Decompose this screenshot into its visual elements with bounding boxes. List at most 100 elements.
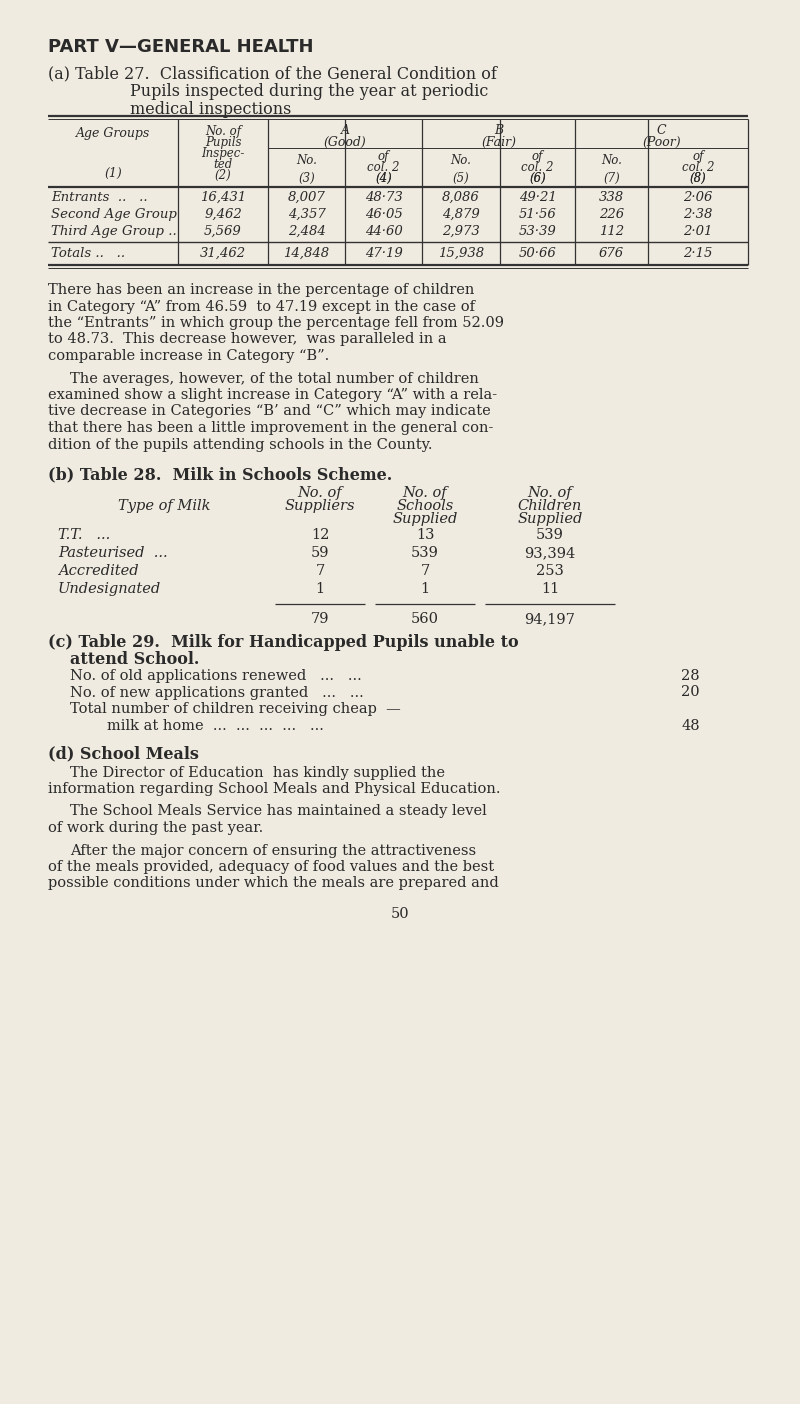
Text: The School Meals Service has maintained a steady level: The School Meals Service has maintained … [70,804,486,819]
Text: (4): (4) [375,173,392,185]
Text: 1: 1 [421,583,430,597]
Text: 48: 48 [682,719,700,733]
Text: Children: Children [518,498,582,512]
Text: Supplied: Supplied [392,512,458,526]
Text: (8): (8) [690,173,706,185]
Text: No. of: No. of [528,486,572,500]
Text: of: of [532,150,543,163]
Text: 2·01: 2·01 [683,225,713,239]
Text: (6): (6) [529,173,546,185]
Text: 31,462: 31,462 [200,247,246,260]
Text: Suppliers: Suppliers [285,498,355,512]
Text: of: of [692,150,704,163]
Text: 338: 338 [599,191,624,204]
Text: 59: 59 [310,546,330,560]
Text: (8): (8) [690,173,706,185]
Text: 1: 1 [315,583,325,597]
Text: examined show a slight increase in Category “A” with a rela-: examined show a slight increase in Categ… [48,388,497,402]
Text: (2): (2) [214,168,231,183]
Text: 48·73: 48·73 [365,191,402,204]
Text: 50·66: 50·66 [518,247,556,260]
Text: 539: 539 [536,528,564,542]
Text: There has been an increase in the percentage of children: There has been an increase in the percen… [48,284,474,298]
Text: information regarding School Meals and Physical Education.: information regarding School Meals and P… [48,782,501,796]
Text: Undesignated: Undesignated [58,583,162,597]
Text: that there has been a little improvement in the general con-: that there has been a little improvement… [48,421,494,435]
Text: B: B [494,124,503,138]
Text: 226: 226 [599,208,624,220]
Text: 11: 11 [541,583,559,597]
Text: 4,357: 4,357 [288,208,326,220]
Text: 13: 13 [416,528,434,542]
Text: Supplied: Supplied [518,512,582,526]
Text: (d) School Meals: (d) School Meals [48,746,199,762]
Text: 2,484: 2,484 [288,225,326,239]
Text: Pupils: Pupils [205,136,242,149]
Text: tive decrease in Categories “B’ and “C” which may indicate: tive decrease in Categories “B’ and “C” … [48,404,490,418]
Text: Entrants  ..   ..: Entrants .. .. [51,191,148,204]
Text: Pasteurised  ...: Pasteurised ... [58,546,168,560]
Text: 5,569: 5,569 [204,225,242,239]
Text: (6): (6) [529,173,546,185]
Text: Inspec-: Inspec- [202,147,245,160]
Text: ted: ted [214,159,233,171]
Text: PART V—GENERAL HEALTH: PART V—GENERAL HEALTH [48,38,314,56]
Text: of: of [378,150,390,163]
Text: 28: 28 [682,668,700,682]
Text: (7): (7) [603,173,620,185]
Text: The Director of Education  has kindly supplied the: The Director of Education has kindly sup… [70,765,445,779]
Text: 93,394: 93,394 [524,546,576,560]
Text: col. 2: col. 2 [522,161,554,174]
Text: of work during the past year.: of work during the past year. [48,821,263,835]
Text: 7: 7 [315,564,325,578]
Text: 50: 50 [390,907,410,921]
Text: Age Groups: Age Groups [76,126,150,140]
Text: possible conditions under which the meals are prepared and: possible conditions under which the meal… [48,876,498,890]
Text: Accredited: Accredited [58,564,138,578]
Text: comparable increase in Category “B”.: comparable increase in Category “B”. [48,350,330,364]
Text: Total number of children receiving cheap  —: Total number of children receiving cheap… [70,702,401,716]
Text: to 48.73.  This decrease however,  was paralleled in a: to 48.73. This decrease however, was par… [48,333,446,347]
Text: 539: 539 [411,546,439,560]
Text: 15,938: 15,938 [438,247,484,260]
Text: No. of old applications renewed   ...   ...: No. of old applications renewed ... ... [70,668,362,682]
Text: 12: 12 [311,528,329,542]
Text: No. of: No. of [298,486,342,500]
Text: attend School.: attend School. [70,650,199,667]
Text: 14,848: 14,848 [283,247,330,260]
Text: Type of Milk: Type of Milk [118,498,210,512]
Text: No.: No. [450,154,471,167]
Text: 49·21: 49·21 [518,191,556,204]
Text: medical inspections: medical inspections [130,101,291,118]
Text: After the major concern of ensuring the attractiveness: After the major concern of ensuring the … [70,844,476,858]
Text: col. 2: col. 2 [367,161,400,174]
Text: Pupils inspected during the year at periodic: Pupils inspected during the year at peri… [130,83,488,100]
Text: (5): (5) [453,173,470,185]
Text: dition of the pupils attending schools in the County.: dition of the pupils attending schools i… [48,438,433,452]
Text: 79: 79 [310,612,330,626]
Text: 253: 253 [536,564,564,578]
Text: (Poor): (Poor) [642,136,681,149]
Text: No. of: No. of [402,486,447,500]
Text: (c) Table 29.  Milk for Handicapped Pupils unable to: (c) Table 29. Milk for Handicapped Pupil… [48,635,518,651]
Text: 94,197: 94,197 [525,612,575,626]
Text: the “Entrants” in which group the percentage fell from 52.09: the “Entrants” in which group the percen… [48,316,504,330]
Text: 44·60: 44·60 [365,225,402,239]
Text: Second Age Group: Second Age Group [51,208,177,220]
Text: C: C [657,124,666,138]
Text: 8,086: 8,086 [442,191,480,204]
Text: 2,973: 2,973 [442,225,480,239]
Text: No. of new applications granted   ...   ...: No. of new applications granted ... ... [70,685,364,699]
Text: 2·06: 2·06 [683,191,713,204]
Text: in Category “A” from 46.59  to 47.19 except in the case of: in Category “A” from 46.59 to 47.19 exce… [48,299,475,313]
Text: Schools: Schools [396,498,454,512]
Text: (Good): (Good) [324,136,366,149]
Text: (4): (4) [375,173,392,185]
Text: Totals ..   ..: Totals .. .. [51,247,125,260]
Text: 7: 7 [420,564,430,578]
Text: milk at home  ...  ...  ...  ...   ...: milk at home ... ... ... ... ... [70,719,324,733]
Text: No.: No. [601,154,622,167]
Text: 676: 676 [599,247,624,260]
Text: A: A [341,124,350,138]
Text: Third Age Group ..: Third Age Group .. [51,225,177,239]
